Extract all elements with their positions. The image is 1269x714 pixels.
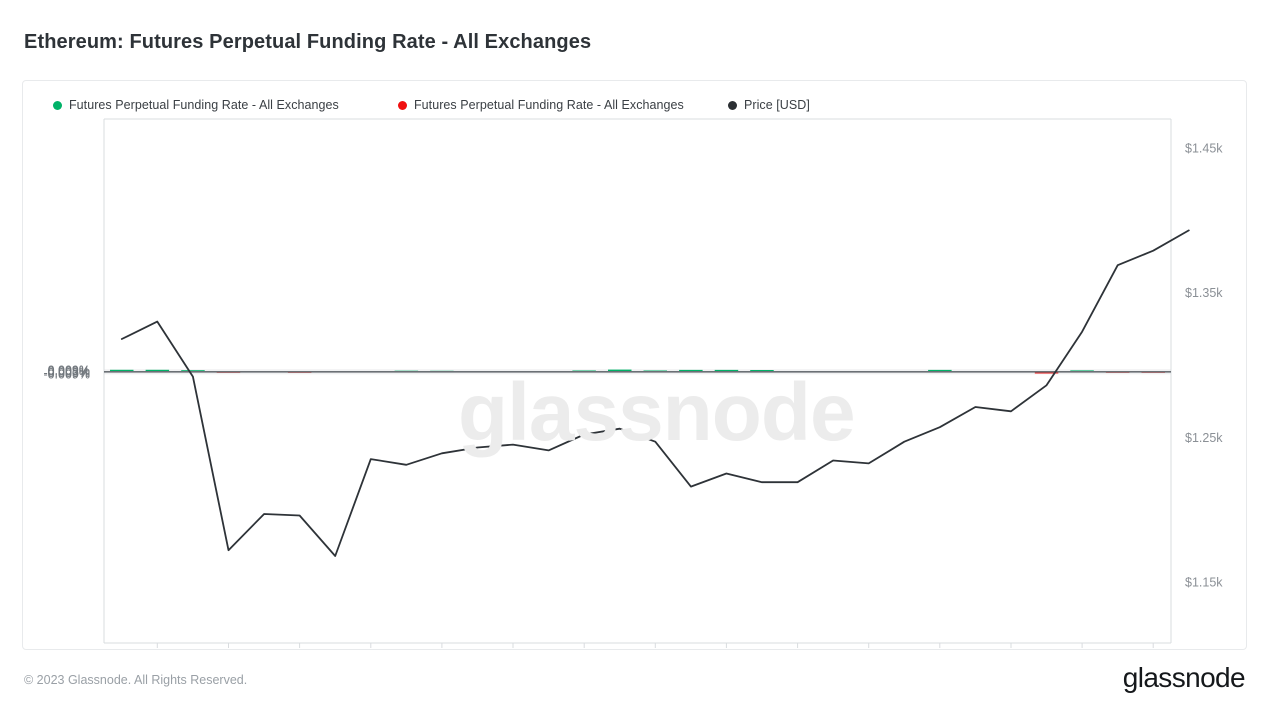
chart-bar[interactable]: [679, 369, 703, 372]
y-axis-tick-label: 0.003%: [48, 365, 90, 379]
black-dot-icon: [728, 100, 737, 110]
chart-bar[interactable]: [1034, 371, 1059, 374]
plot-area: glassnode 0.009% 0.003% -0.003% -0.009% $1.4…: [23, 81, 1248, 651]
y2-axis-tick-label: $1.15k: [1185, 576, 1223, 590]
y-axis-tick-label: -0.003%: [43, 366, 90, 380]
chart-card: Futures Perpetual Funding Rate - All Exc…: [22, 80, 1247, 650]
y2-axis-tick-label: $1.25k: [1185, 431, 1223, 445]
y2-axis-tick-label: $1.35k: [1185, 286, 1223, 300]
page-title: Ethereum: Futures Perpetual Funding Rate…: [24, 31, 592, 53]
red-dot-icon: [398, 100, 407, 110]
y-axis-tick-label: 0.009%: [48, 363, 90, 377]
chart-canvas: 0.009%0.003%-0.003%-0.009% $1.45k $1.35k $1…: [43, 118, 1223, 648]
y-axis-tick-label: -0.009%: [43, 367, 90, 381]
chart-bar[interactable]: [928, 369, 952, 372]
chart-bar[interactable]: [145, 369, 170, 372]
legend-item-label: Price [USD]: [744, 98, 810, 112]
chart-bar[interactable]: [110, 369, 134, 372]
y2-axis-tick-label: $1.45k: [1185, 141, 1223, 155]
legend-item-label: Futures Perpetual Funding Rate - All Exc…: [414, 98, 684, 112]
glassnode-logo: glassnode: [1122, 662, 1246, 693]
copyright-text: © 2023 Glassnode. All Rights Reserved.: [24, 673, 248, 687]
chart-bar[interactable]: [608, 369, 632, 372]
chart-bar[interactable]: [714, 369, 739, 372]
legend-item-1[interactable]: Futures Perpetual Funding Rate - All Exc…: [53, 96, 339, 114]
legend-item-2[interactable]: Futures Perpetual Funding Rate - All Exc…: [398, 96, 684, 114]
green-dot-icon: [53, 100, 62, 110]
glassnode-watermark: glassnode: [458, 367, 856, 458]
legend-item-label: Futures Perpetual Funding Rate - All Exc…: [69, 98, 339, 112]
chart-bar[interactable]: [750, 370, 774, 372]
legend-item-3[interactable]: Price [USD]: [728, 96, 810, 114]
price-line-series[interactable]: [120, 229, 1190, 557]
